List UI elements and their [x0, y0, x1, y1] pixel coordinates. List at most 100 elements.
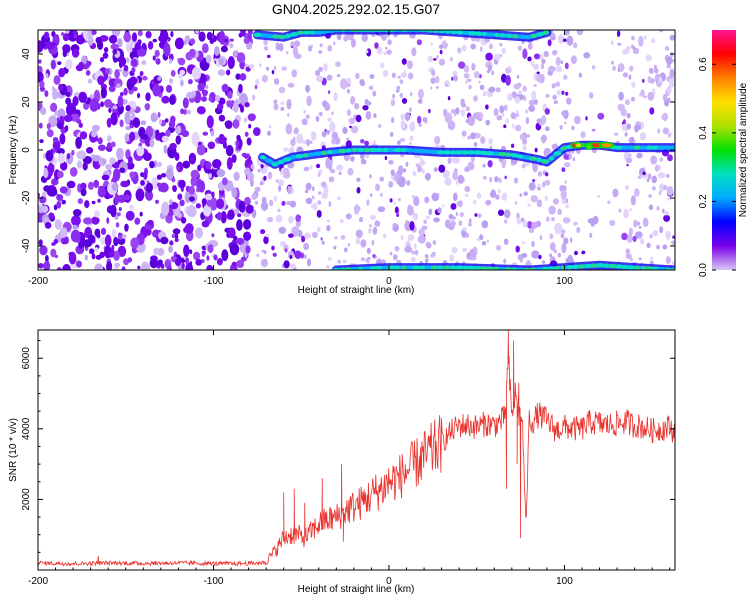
heatmap-cell	[155, 199, 159, 204]
heatmap-cell	[236, 259, 245, 269]
heatmap-cell	[400, 72, 407, 78]
heatmap-ridge-blob	[542, 266, 548, 270]
heatmap-cell	[218, 114, 226, 122]
heatmap-cell	[469, 249, 476, 258]
heatmap-cell	[60, 238, 65, 243]
heatmap-ridge-blob	[412, 265, 421, 270]
heatmap-ridge-blob	[547, 266, 555, 270]
heatmap-cell	[650, 256, 654, 261]
colorbar-tick-label: 0.0	[698, 263, 709, 277]
heatmap-cell	[404, 246, 413, 253]
heatmap-cell	[97, 40, 104, 50]
heatmap-cell	[417, 115, 422, 124]
heatmap-ridge-blob	[425, 149, 432, 154]
heatmap-cell	[463, 65, 470, 73]
heatmap-cell	[166, 264, 172, 270]
heatmap-cell	[391, 117, 395, 124]
heatmap-cell	[208, 173, 212, 179]
heatmap-cell	[245, 245, 251, 254]
heatmap-cell	[515, 124, 522, 132]
heatmap-cell	[201, 43, 209, 54]
heatmap-cell	[533, 53, 540, 60]
heatmap-cell	[436, 55, 439, 59]
heatmap-cell	[266, 54, 271, 59]
heatmap-cell	[537, 183, 541, 188]
heatmap-cell	[557, 208, 562, 215]
heatmap-cell	[318, 50, 323, 54]
heatmap-cell	[638, 257, 642, 261]
heatmap-cell	[642, 171, 646, 176]
heatmap-cell	[289, 200, 296, 208]
heatmap-cell	[176, 166, 180, 171]
heatmap-cell	[277, 179, 285, 187]
heatmap-cell	[263, 175, 267, 181]
heatmap-cell	[250, 179, 254, 187]
heatmap-cell	[168, 245, 173, 253]
heatmap-cell	[218, 30, 226, 45]
heatmap-cell	[612, 188, 619, 198]
heatmap-ridge-blob	[426, 30, 433, 33]
heatmap-cell	[662, 208, 665, 214]
heatmap-cell	[57, 148, 65, 155]
heatmap-cell	[114, 237, 118, 243]
heatmap-y-tick-label: -40	[21, 238, 32, 253]
heatmap-cell	[629, 136, 635, 145]
heatmap-cell	[53, 239, 59, 244]
heatmap-cell	[94, 263, 104, 270]
heatmap-cell	[244, 167, 251, 176]
heatmap-cell	[295, 220, 302, 228]
heatmap-cell	[392, 93, 395, 99]
heatmap-cell	[116, 147, 124, 160]
heatmap-ridge-blob	[395, 265, 401, 270]
heatmap-cell	[346, 137, 350, 141]
heatmap-cell	[526, 221, 533, 229]
heatmap-cell	[455, 107, 460, 115]
heatmap-cell	[348, 117, 356, 125]
heatmap-cell	[321, 131, 327, 138]
heatmap-cell	[129, 204, 134, 211]
heatmap-cell	[202, 90, 208, 97]
heatmap-cell	[196, 106, 206, 115]
heatmap-cell	[622, 119, 626, 126]
heatmap-ridge-blob	[401, 30, 409, 33]
heatmap-cell	[334, 236, 338, 240]
heatmap-cell	[581, 250, 586, 255]
heatmap-cell	[470, 132, 476, 140]
heatmap-ridge-blob	[627, 265, 635, 270]
heatmap-cell	[218, 58, 224, 66]
heatmap-cell	[163, 42, 171, 57]
heatmap-cell	[628, 74, 632, 80]
heatmap-cell	[65, 59, 73, 70]
heatmap-cell	[360, 257, 366, 262]
heatmap-cell	[202, 205, 212, 217]
heatmap-cell	[77, 198, 84, 205]
heatmap-cell	[243, 219, 252, 230]
heatmap-cell	[536, 118, 542, 124]
heatmap-cell	[180, 217, 187, 224]
heatmap-ridge-blob	[511, 34, 519, 39]
heatmap-cell	[443, 112, 446, 117]
heatmap-cell	[170, 115, 176, 124]
heatmap-cell	[174, 258, 182, 266]
heatmap-cell	[512, 123, 515, 129]
heatmap-cell	[548, 205, 556, 215]
heatmap-cell	[120, 180, 130, 188]
heatmap-cell	[379, 176, 385, 182]
heatmap-cell	[430, 253, 436, 258]
heatmap-cell	[450, 203, 457, 210]
heatmap-cell	[50, 102, 58, 113]
heatmap-cell	[405, 161, 409, 167]
heatmap-cell	[541, 139, 546, 144]
heatmap-cell	[489, 176, 493, 183]
heatmap-cell	[157, 76, 162, 81]
snr-y-tick-label: 2000	[21, 488, 32, 511]
heatmap-cell	[321, 191, 328, 200]
heatmap-cell	[151, 80, 155, 85]
heatmap-cell	[533, 84, 537, 87]
heatmap-cell	[549, 233, 554, 240]
heatmap-cell	[630, 257, 633, 262]
heatmap-cell	[607, 200, 611, 204]
heatmap-ridge-blob	[542, 30, 550, 35]
heatmap-ridge-blob	[420, 30, 427, 33]
heatmap-cell	[360, 139, 365, 144]
